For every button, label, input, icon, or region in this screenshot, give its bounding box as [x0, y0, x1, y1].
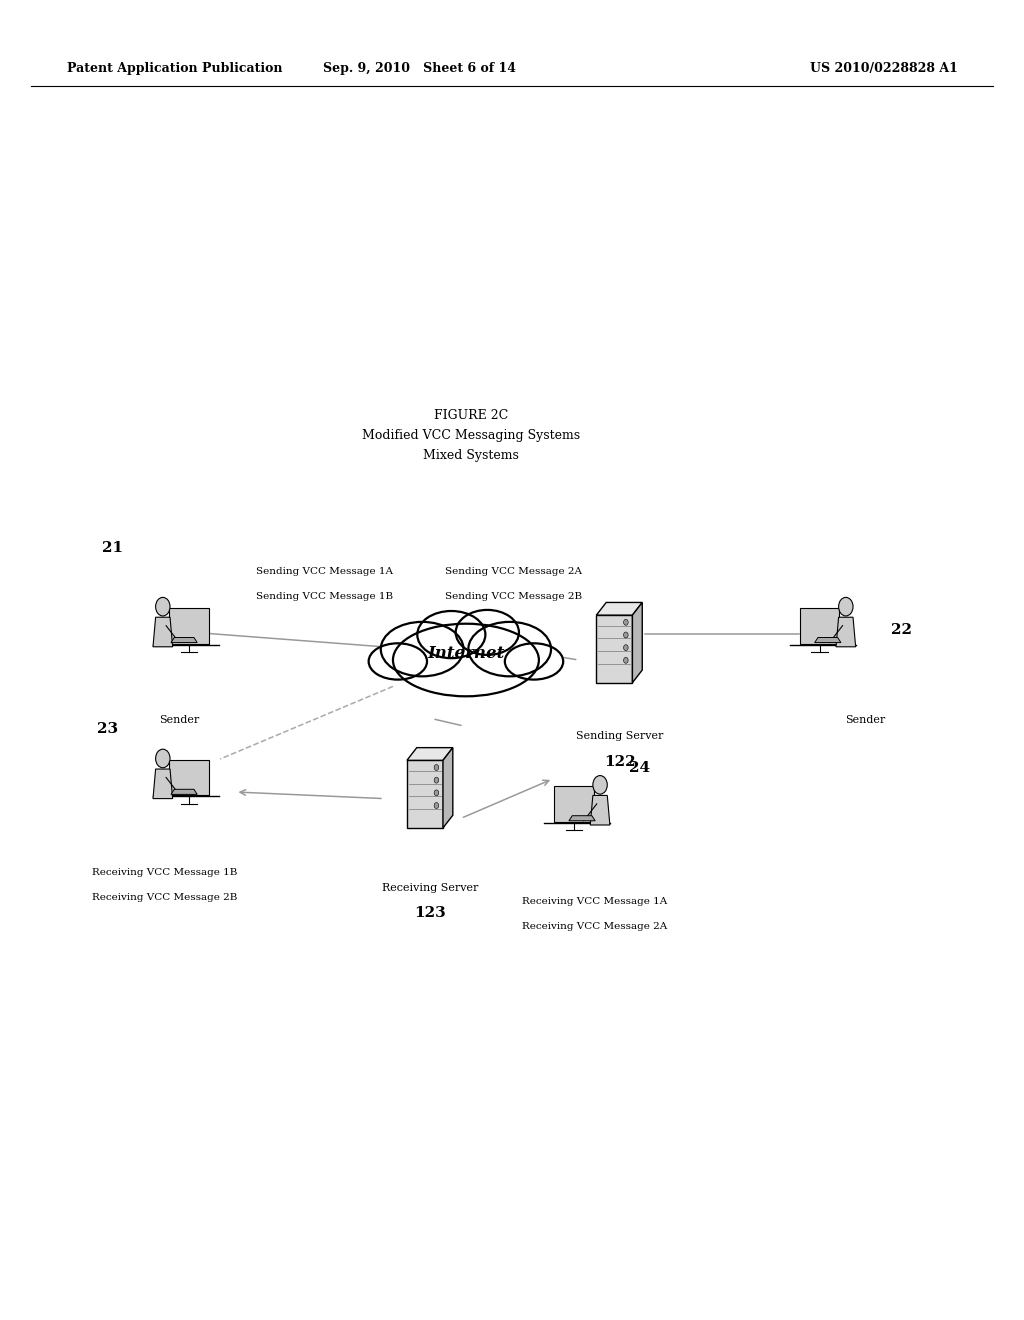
Circle shape	[434, 789, 438, 796]
Text: 23: 23	[97, 722, 118, 735]
Text: 22: 22	[891, 623, 912, 636]
Text: Sending VCC Message 2B: Sending VCC Message 2B	[445, 593, 583, 602]
Polygon shape	[554, 785, 594, 822]
Polygon shape	[633, 602, 642, 682]
Polygon shape	[800, 607, 840, 644]
Polygon shape	[153, 618, 173, 647]
Ellipse shape	[381, 622, 464, 676]
Text: Receiving VCC Message 1B: Receiving VCC Message 1B	[92, 869, 238, 878]
Circle shape	[839, 598, 853, 616]
Text: FIGURE 2C: FIGURE 2C	[434, 409, 508, 422]
Circle shape	[156, 750, 170, 768]
Text: Sending Server: Sending Server	[575, 731, 664, 742]
Polygon shape	[169, 759, 209, 796]
Text: Receiving Server: Receiving Server	[382, 883, 478, 894]
Circle shape	[156, 598, 170, 616]
Circle shape	[624, 619, 628, 626]
Text: 123: 123	[414, 907, 446, 920]
Ellipse shape	[505, 643, 563, 680]
Polygon shape	[596, 615, 633, 682]
Ellipse shape	[456, 610, 519, 655]
Text: Internet: Internet	[427, 645, 505, 661]
Text: Modified VCC Messaging Systems: Modified VCC Messaging Systems	[361, 429, 581, 442]
Circle shape	[624, 632, 628, 638]
Polygon shape	[590, 796, 610, 825]
Polygon shape	[171, 789, 198, 795]
Ellipse shape	[393, 624, 539, 697]
Circle shape	[434, 803, 438, 808]
Circle shape	[624, 644, 628, 651]
Text: 24: 24	[630, 762, 650, 775]
Text: Mixed Systems: Mixed Systems	[423, 449, 519, 462]
Ellipse shape	[369, 643, 427, 680]
Text: Receiving VCC Message 2B: Receiving VCC Message 2B	[92, 894, 238, 903]
Text: Sender: Sender	[159, 715, 200, 726]
Text: 21: 21	[102, 541, 123, 554]
Ellipse shape	[468, 622, 551, 676]
Text: Sep. 9, 2010   Sheet 6 of 14: Sep. 9, 2010 Sheet 6 of 14	[324, 62, 516, 75]
Polygon shape	[815, 638, 841, 643]
Text: Sending VCC Message 1B: Sending VCC Message 1B	[256, 593, 393, 602]
Polygon shape	[596, 602, 642, 615]
Circle shape	[434, 777, 438, 783]
Polygon shape	[836, 618, 856, 647]
Text: 122: 122	[604, 755, 635, 768]
Text: Patent Application Publication: Patent Application Publication	[67, 62, 282, 75]
Polygon shape	[443, 747, 453, 828]
Circle shape	[624, 657, 628, 663]
Text: Receiving VCC Message 2A: Receiving VCC Message 2A	[522, 923, 668, 932]
Text: Sending VCC Message 2A: Sending VCC Message 2A	[445, 568, 583, 577]
Polygon shape	[569, 816, 595, 821]
Polygon shape	[407, 760, 443, 828]
Polygon shape	[407, 747, 453, 760]
Polygon shape	[171, 638, 198, 643]
Polygon shape	[153, 770, 173, 799]
Circle shape	[434, 764, 438, 771]
Circle shape	[593, 776, 607, 795]
Text: US 2010/0228828 A1: US 2010/0228828 A1	[810, 62, 957, 75]
Ellipse shape	[418, 611, 485, 659]
Text: Sender: Sender	[845, 715, 886, 726]
Polygon shape	[169, 607, 209, 644]
Text: Sending VCC Message 1A: Sending VCC Message 1A	[256, 568, 393, 577]
Text: Receiving VCC Message 1A: Receiving VCC Message 1A	[522, 898, 668, 907]
